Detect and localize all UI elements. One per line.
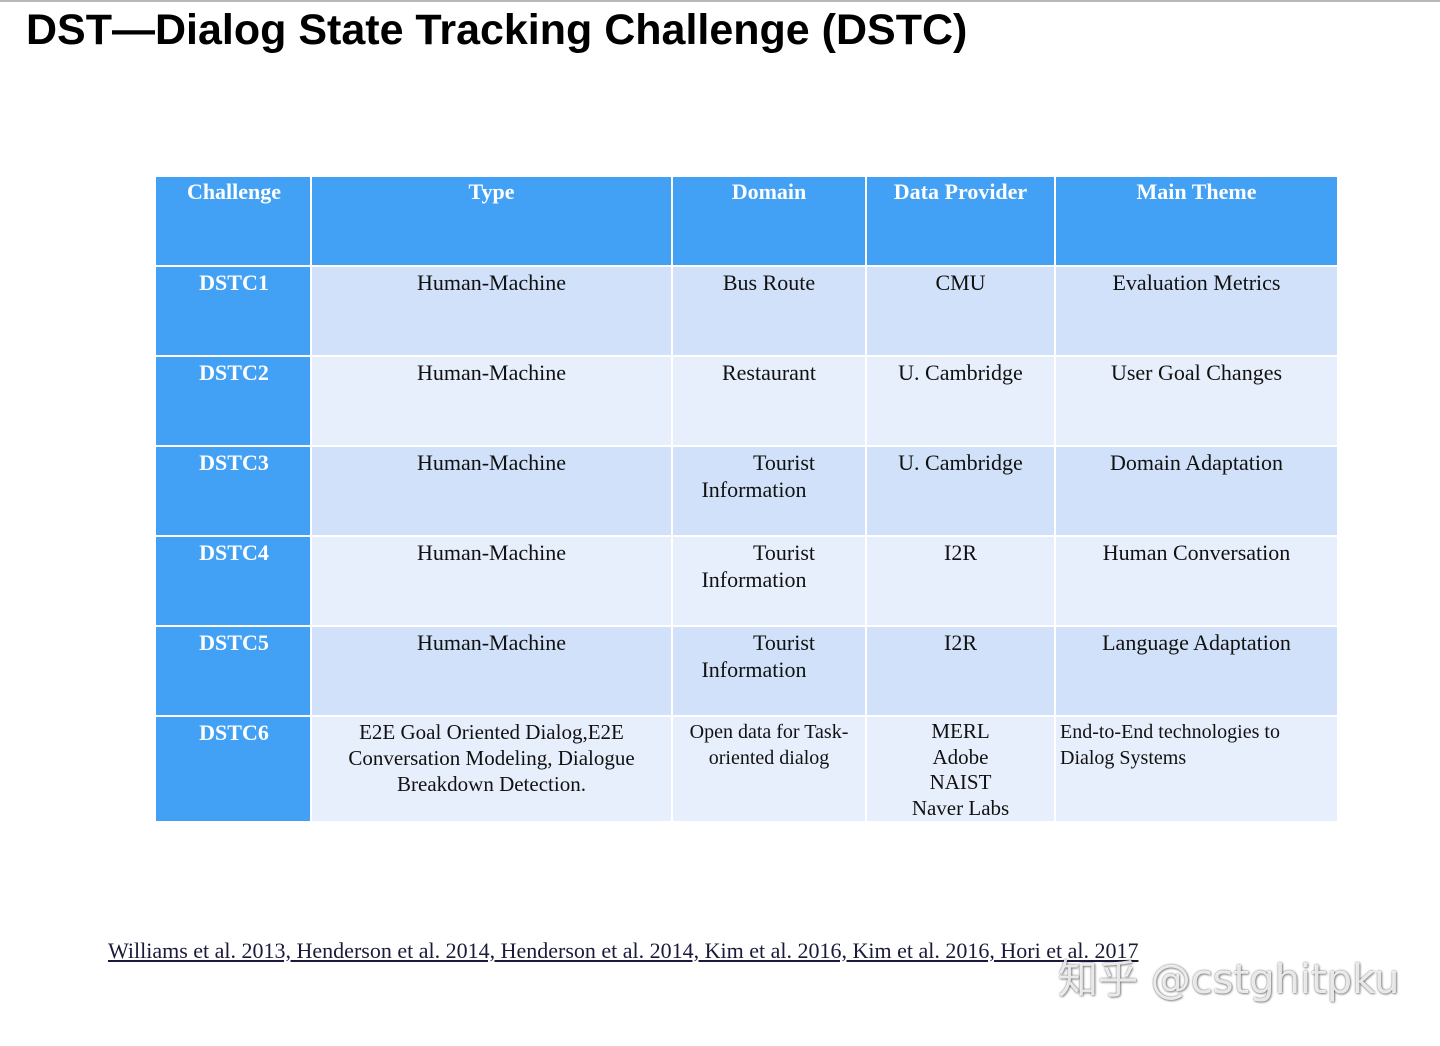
theme-cell: Evaluation Metrics [1054, 265, 1339, 357]
domain-line: Information [701, 657, 807, 682]
header-main-theme: Main Theme [1054, 175, 1339, 267]
provider-line: Naver Labs [911, 795, 1010, 820]
challenge-cell: DSTC4 [156, 535, 312, 627]
domain-line: oriented dialog [708, 747, 830, 769]
domain-text: Restaurant [721, 360, 817, 385]
zhihu-watermark: 知乎 @cstghitpku [1058, 957, 1400, 1003]
provider-line: Adobe [932, 744, 989, 769]
domain-line: Information [701, 567, 807, 592]
domain-line: Tourist [752, 540, 815, 565]
header-data-provider: Data Provider [865, 175, 1056, 267]
theme-line: End-to-End technologies to [1060, 721, 1280, 743]
table-row: DSTC6 E2E Goal Oriented Dialog,E2E Conve… [156, 715, 1339, 823]
provider-cell: U. Cambridge [865, 445, 1056, 537]
domain-line: Open data for Task- [689, 721, 849, 743]
theme-cell: End-to-End technologies to Dialog System… [1054, 715, 1339, 823]
domain-line: Information [701, 477, 807, 502]
header-type: Type [310, 175, 673, 267]
table-row: DSTC4 Human-Machine Tourist Information … [156, 535, 1339, 627]
theme-cell: Domain Adaptation [1054, 445, 1339, 537]
domain-cell: Restaurant [671, 355, 867, 447]
theme-line: Dialog Systems [1060, 747, 1187, 769]
table-row: DSTC1 Human-Machine Bus Route CMU Evalua… [156, 265, 1339, 357]
domain-text: Bus Route [722, 270, 816, 295]
type-line: E2E Goal Oriented Dialog,E2E [359, 720, 624, 744]
type-cell: Human-Machine [310, 445, 673, 537]
provider-cell: U. Cambridge [865, 355, 1056, 447]
domain-cell: Bus Route [671, 265, 867, 357]
table-row: DSTC3 Human-Machine Tourist Information … [156, 445, 1339, 537]
table-row: DSTC5 Human-Machine Tourist Information … [156, 625, 1339, 717]
challenge-cell: DSTC1 [156, 265, 312, 357]
type-line: Conversation Modeling, Dialogue [348, 746, 635, 770]
provider-cell: MERL Adobe NAIST Naver Labs [865, 715, 1056, 823]
dstc-table: Challenge Type Domain Data Provider Main… [156, 175, 1339, 823]
domain-line: Tourist [752, 630, 815, 655]
table-header-row: Challenge Type Domain Data Provider Main… [156, 175, 1339, 267]
slide-title: DST—Dialog State Tracking Challenge (DST… [26, 6, 968, 54]
theme-cell: User Goal Changes [1054, 355, 1339, 447]
domain-cell: Tourist Information [671, 445, 867, 537]
challenge-cell: DSTC6 [156, 715, 312, 823]
header-domain: Domain [671, 175, 867, 267]
top-border [0, 0, 1440, 2]
provider-cell: I2R [865, 535, 1056, 627]
provider-line: MERL [931, 719, 990, 743]
type-cell: E2E Goal Oriented Dialog,E2E Conversatio… [310, 715, 673, 823]
citation-link[interactable]: Williams et al. 2013, Henderson et al. 2… [108, 938, 1139, 963]
provider-cell: I2R [865, 625, 1056, 717]
challenge-cell: DSTC5 [156, 625, 312, 717]
domain-cell: Open data for Task- oriented dialog [671, 715, 867, 823]
theme-cell: Human Conversation [1054, 535, 1339, 627]
table-row: DSTC2 Human-Machine Restaurant U. Cambri… [156, 355, 1339, 447]
header-challenge: Challenge [156, 175, 312, 267]
challenge-cell: DSTC2 [156, 355, 312, 447]
type-cell: Human-Machine [310, 535, 673, 627]
domain-cell: Tourist Information [671, 535, 867, 627]
type-line: Breakdown Detection. [397, 772, 586, 796]
provider-line: NAIST [929, 770, 992, 794]
type-cell: Human-Machine [310, 265, 673, 357]
domain-line: Tourist [752, 450, 815, 475]
type-cell: Human-Machine [310, 355, 673, 447]
provider-cell: CMU [865, 265, 1056, 357]
challenge-cell: DSTC3 [156, 445, 312, 537]
type-cell: Human-Machine [310, 625, 673, 717]
domain-cell: Tourist Information [671, 625, 867, 717]
theme-cell: Language Adaptation [1054, 625, 1339, 717]
